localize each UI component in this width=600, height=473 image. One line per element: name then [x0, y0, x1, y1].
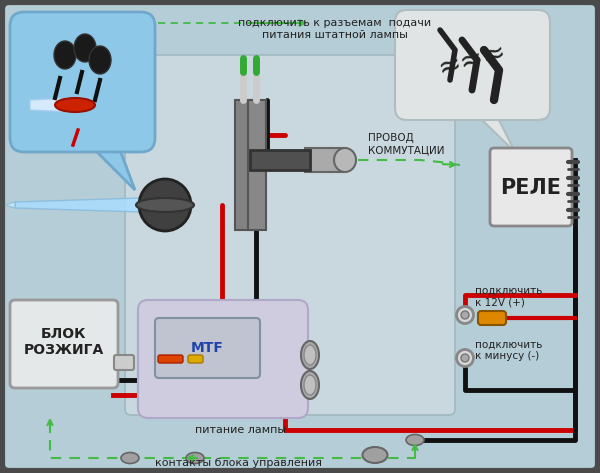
- Bar: [235, 100, 253, 230]
- Bar: [248, 100, 266, 230]
- FancyBboxPatch shape: [395, 10, 550, 120]
- FancyBboxPatch shape: [10, 12, 155, 152]
- FancyBboxPatch shape: [125, 55, 455, 415]
- Text: контакты блока управления: контакты блока управления: [155, 458, 322, 468]
- Bar: [305, 148, 345, 172]
- Polygon shape: [5, 202, 15, 208]
- Text: РОЗЖИГА: РОЗЖИГА: [24, 343, 104, 357]
- Circle shape: [461, 354, 469, 362]
- Bar: [250, 150, 310, 170]
- Circle shape: [457, 307, 473, 324]
- Circle shape: [457, 350, 473, 367]
- FancyBboxPatch shape: [10, 300, 118, 388]
- Text: ПРОВОД: ПРОВОД: [368, 133, 414, 143]
- Ellipse shape: [54, 41, 76, 69]
- Ellipse shape: [334, 148, 356, 172]
- Text: MTF: MTF: [191, 341, 223, 355]
- Text: БЛОК: БЛОК: [41, 327, 87, 341]
- Text: ≈≈≈: ≈≈≈: [434, 37, 509, 83]
- Ellipse shape: [89, 46, 111, 74]
- FancyBboxPatch shape: [114, 355, 134, 370]
- Circle shape: [461, 311, 469, 319]
- Text: подключить к разъемам  подачи: подключить к разъемам подачи: [238, 18, 431, 28]
- Ellipse shape: [139, 179, 191, 231]
- Ellipse shape: [136, 198, 194, 212]
- Text: к минусу (-): к минусу (-): [475, 351, 539, 361]
- Ellipse shape: [301, 371, 319, 399]
- FancyBboxPatch shape: [478, 311, 506, 325]
- FancyBboxPatch shape: [155, 318, 260, 378]
- Ellipse shape: [121, 453, 139, 464]
- Polygon shape: [15, 198, 140, 212]
- Polygon shape: [30, 98, 72, 112]
- Text: к 12V (+): к 12V (+): [475, 297, 525, 307]
- Ellipse shape: [304, 375, 316, 395]
- Polygon shape: [95, 150, 135, 190]
- Ellipse shape: [55, 98, 95, 112]
- FancyBboxPatch shape: [158, 355, 183, 363]
- Text: подключить: подключить: [475, 340, 542, 350]
- Polygon shape: [480, 118, 515, 152]
- Ellipse shape: [406, 435, 424, 446]
- Text: питания штатной лампы: питания штатной лампы: [262, 30, 408, 40]
- Text: КОММУТАЦИИ: КОММУТАЦИИ: [368, 145, 445, 155]
- Ellipse shape: [362, 447, 388, 463]
- Text: РЕЛЕ: РЕЛЕ: [500, 178, 562, 198]
- FancyBboxPatch shape: [3, 3, 597, 470]
- Text: подключить: подключить: [475, 286, 542, 296]
- FancyBboxPatch shape: [188, 355, 203, 363]
- Ellipse shape: [304, 345, 316, 365]
- FancyBboxPatch shape: [138, 300, 308, 418]
- Ellipse shape: [301, 341, 319, 369]
- Ellipse shape: [74, 34, 96, 62]
- Ellipse shape: [186, 453, 204, 464]
- Text: питание лампы: питание лампы: [195, 425, 286, 435]
- FancyBboxPatch shape: [490, 148, 572, 226]
